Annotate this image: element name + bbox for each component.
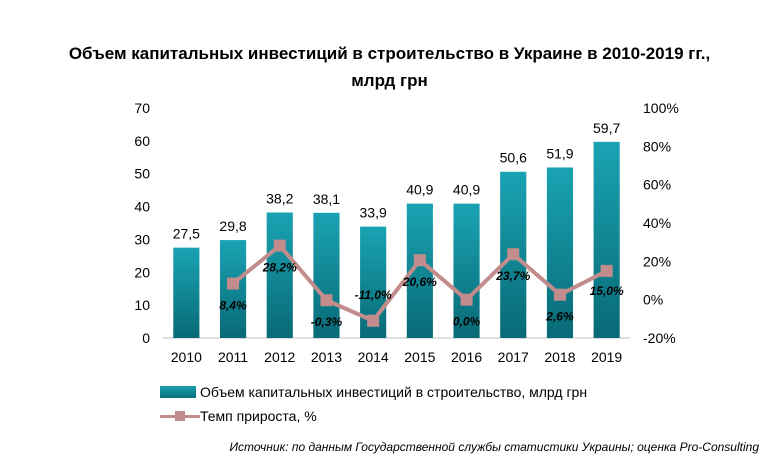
growth-marker: [507, 248, 520, 261]
legend-line-swatch: [160, 410, 200, 422]
legend-label-investment: Объем капитальных инвестиций в строитель…: [200, 384, 588, 400]
growth-value-label: 28,2%: [262, 261, 297, 275]
growth-value-label: 15,0%: [590, 284, 624, 298]
growth-value-label: 20,6%: [402, 275, 437, 289]
chart-title: Объем капитальных инвестиций в строитель…: [0, 40, 779, 94]
bar-value-label: 59,7: [593, 120, 620, 136]
y-right-tick-label: 100%: [643, 100, 679, 116]
legend-item-investment: Объем капитальных инвестиций в строитель…: [160, 380, 587, 404]
growth-marker: [367, 314, 380, 327]
y-left-tick-label: 10: [134, 297, 150, 313]
bar: [173, 247, 200, 338]
growth-marker: [413, 254, 426, 267]
x-tick-label: 2011: [218, 349, 248, 365]
x-tick-label: 2014: [358, 349, 389, 365]
y-left-tick-label: 40: [134, 199, 150, 215]
y-left-tick-label: 60: [134, 133, 150, 149]
x-tick-label: 2012: [264, 349, 295, 365]
y-left-tick-label: 30: [134, 231, 150, 247]
y-left-tick-label: 20: [134, 264, 150, 280]
y-right-tick-label: 0%: [643, 292, 663, 308]
legend-bar-swatch: [160, 386, 196, 398]
growth-marker: [227, 277, 240, 290]
growth-marker: [320, 294, 333, 307]
bar: [453, 203, 480, 338]
legend: Объем капитальных инвестиций в строитель…: [160, 380, 587, 428]
y-right-tick-label: -20%: [643, 330, 676, 346]
growth-marker: [460, 293, 473, 306]
x-tick-label: 2017: [498, 349, 529, 365]
y-left-tick-label: 70: [134, 100, 150, 116]
bar: [593, 141, 620, 338]
growth-value-label: 23,7%: [495, 269, 530, 283]
legend-label-growth: Темп прироста, %: [200, 408, 317, 424]
chart-title-line1: Объем капитальных инвестиций в строитель…: [68, 44, 711, 63]
bar-value-label: 33,9: [360, 205, 387, 221]
bar: [266, 212, 293, 338]
bar-value-label: 50,6: [500, 150, 527, 166]
legend-item-growth: Темп прироста, %: [160, 404, 587, 428]
bar: [546, 167, 574, 338]
growth-value-label: 0,0%: [453, 315, 481, 329]
growth-marker: [600, 264, 613, 277]
x-tick-label: 2018: [544, 349, 575, 365]
bar-value-label: 51,9: [546, 145, 573, 161]
source-note: Источник: по данным Государственной служ…: [229, 440, 759, 454]
y-right-tick-label: 40%: [643, 215, 671, 231]
growth-value-label: 2,6%: [545, 310, 574, 324]
x-tick-label: 2016: [451, 349, 482, 365]
chart-title-line2: млрд грн: [351, 71, 428, 90]
y-right-tick-label: 80%: [643, 138, 671, 154]
bar-value-label: 38,2: [266, 190, 293, 206]
x-tick-label: 2010: [171, 349, 202, 365]
bar-value-label: 29,8: [219, 218, 246, 234]
growth-value-label: -11,0%: [355, 288, 392, 302]
y-left-tick-label: 50: [134, 166, 150, 182]
x-tick-label: 2015: [404, 349, 435, 365]
growth-value-label: -0,3%: [311, 315, 343, 329]
y-right-tick-label: 60%: [643, 177, 671, 193]
growth-marker: [553, 288, 566, 301]
growth-marker: [273, 239, 286, 252]
x-tick-label: 2013: [311, 349, 342, 365]
bar-value-label: 40,9: [406, 182, 433, 198]
x-tick-label: 2019: [591, 349, 622, 365]
y-left-tick-label: 0: [142, 330, 150, 346]
bar-value-label: 40,9: [453, 182, 480, 198]
bar: [313, 212, 340, 338]
y-right-tick-label: 20%: [643, 253, 671, 269]
bar-value-label: 27,5: [173, 226, 200, 242]
bar-value-label: 38,1: [313, 191, 340, 207]
growth-value-label: 8,4%: [219, 299, 247, 313]
